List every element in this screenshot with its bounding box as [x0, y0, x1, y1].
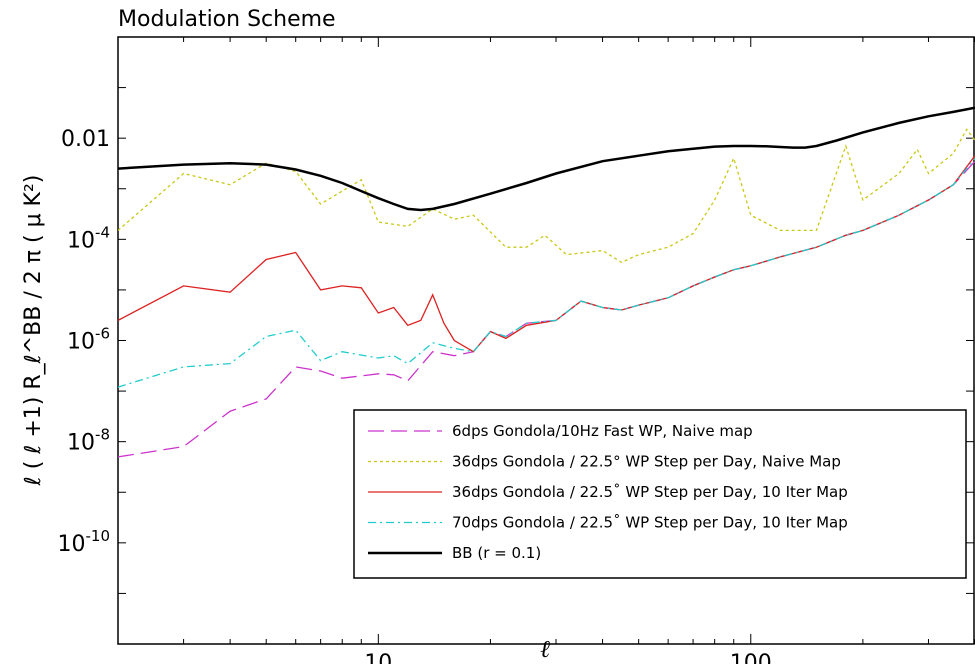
y-tick-label: 10-8 [67, 426, 110, 456]
x-tick-label: 10 [364, 651, 392, 664]
y-tick-label: 0.01 [61, 127, 110, 152]
y-tick-label: 10-6 [67, 325, 110, 355]
legend-entry: 6dps Gondola/10Hz Fast WP, Naive map [452, 422, 753, 440]
y-axis-label: ℓ ( ℓ +1) R_ℓ^BB / 2 π ( μ K²) [21, 175, 46, 487]
series-line-2 [118, 128, 975, 264]
tick-labels: 10 100 0.01 10-4 10-6 10-8 10-10 [58, 127, 772, 664]
series-line-3 [118, 155, 975, 353]
legend-entry: 36dps Gondola / 22.5˚ WP Step per Day, 1… [452, 483, 848, 501]
series-line-4 [118, 157, 975, 388]
y-tick-label: 10-4 [67, 223, 110, 253]
series-group [118, 106, 975, 458]
legend-entry: 70dps Gondola / 22.5˚ WP Step per Day, 1… [452, 514, 848, 532]
axes [117, 36, 975, 645]
x-axis-label: ℓ [540, 635, 550, 663]
legend: 6dps Gondola/10Hz Fast WP, Naive map 36dp… [353, 409, 967, 579]
legend-entry: BB (r = 0.1) [452, 544, 541, 562]
legend-box [353, 409, 967, 579]
x-tick-label: 100 [730, 651, 772, 664]
series-line-5 [118, 106, 975, 212]
y-tick-label: 10-10 [58, 527, 111, 557]
chart-title: Modulation Scheme [118, 7, 336, 32]
legend-entry: 36dps Gondola / 22.5° WP Step per Day, N… [452, 453, 841, 471]
